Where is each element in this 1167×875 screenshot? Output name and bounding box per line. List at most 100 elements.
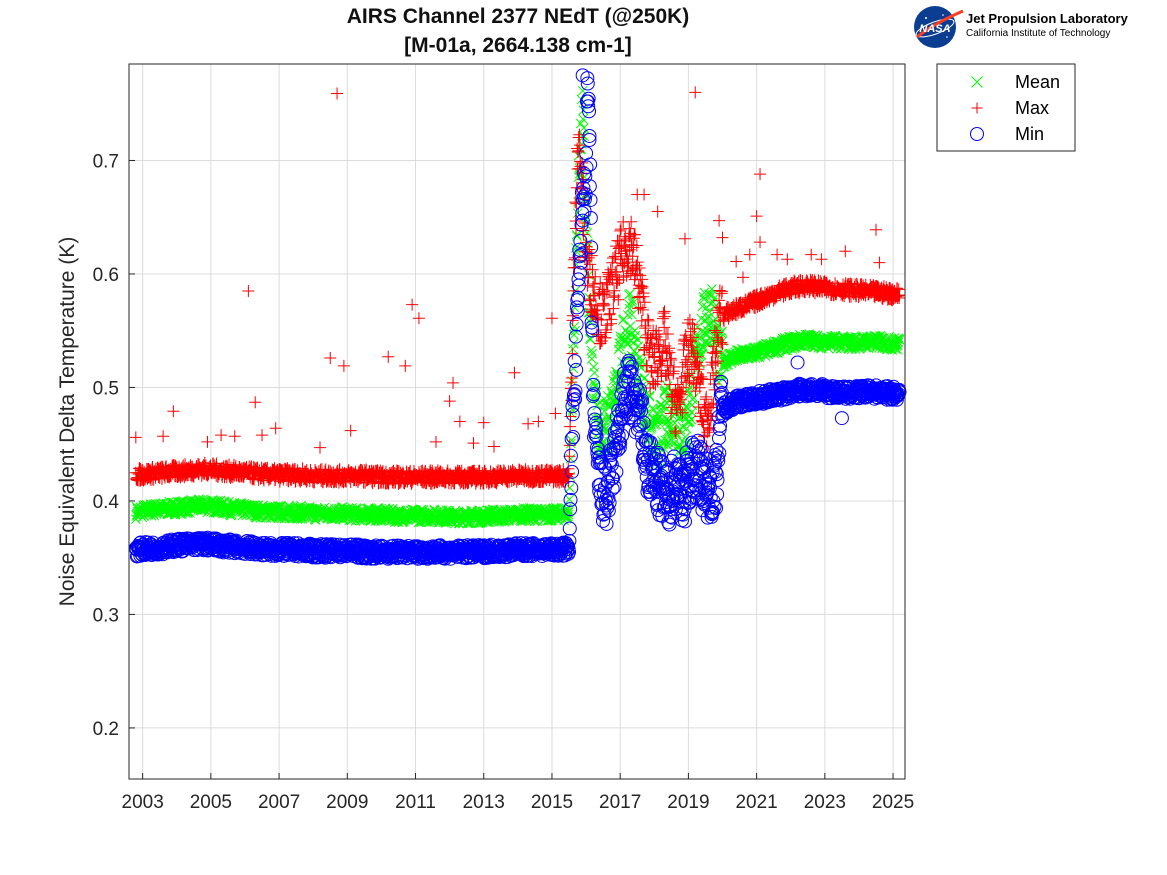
mean-point [564,483,575,493]
max-point [716,231,729,244]
max-point [771,248,784,261]
max-point [331,87,344,100]
max-point [870,223,883,236]
chart-title: AIRS Channel 2377 NEdT (@250K) [M-01a, 2… [130,2,906,60]
max-point [453,415,466,428]
max-point [429,435,442,448]
mean-point [660,396,670,406]
mean-point [586,345,597,356]
mean-point [571,229,582,240]
mean-point [661,414,672,425]
mean-point [625,336,636,346]
max-point [750,210,763,223]
max-point [344,424,357,437]
max-point [508,366,521,379]
jpl-logo: NASA Jet Propulsion Laboratory Californi… [913,5,1163,50]
max-point [839,245,852,258]
max-point [337,359,350,372]
max-point [700,390,713,403]
max-point [256,429,269,442]
mean-point [563,509,574,520]
max-point [736,271,749,284]
max-point [625,215,638,228]
mean-point [655,399,666,410]
max-point [167,405,180,418]
max-point [805,248,818,261]
mean-point [588,393,599,403]
mean-point [622,310,633,320]
max-point [713,214,726,227]
mean-point [564,494,575,505]
max-point [754,236,767,249]
mean-point [661,403,672,414]
mean-point [625,288,635,299]
max-point [873,256,886,269]
mean-point [605,401,616,412]
max-point [443,395,456,408]
mean-point [578,123,589,133]
max-point [157,430,170,443]
max-point [522,417,535,430]
max-point [588,278,601,291]
max-point [129,431,142,444]
mean-point [636,356,647,367]
mean-point [676,446,687,457]
chart-title-line2: [M-01a, 2664.138 cm-1] [404,34,632,57]
max-point [228,430,241,443]
mean-point [639,373,650,383]
max-point [566,347,579,360]
max-series [129,86,906,490]
max-point [269,422,282,435]
max-point [487,440,500,453]
mean-point [716,369,727,380]
max-point [215,429,228,442]
max-point [467,437,480,450]
chart-series [128,68,907,566]
min-series [128,68,907,566]
max-point [406,298,419,311]
max-point [412,312,425,325]
max-point [652,367,665,380]
mean-point [578,114,588,124]
jpl-org-subtitle: California Institute of Technology [966,28,1111,39]
max-point [678,232,691,245]
mean-point [752,352,763,362]
mean-point [622,328,633,338]
max-point [713,284,726,297]
max-point [781,253,794,266]
max-point [532,415,545,428]
max-point [573,139,586,152]
mean-point [681,423,692,434]
max-point [815,253,828,266]
mean-point [633,341,644,351]
mean-point [644,391,655,402]
mean-point [627,309,637,320]
jpl-org-name: Jet Propulsion Laboratory [966,11,1128,26]
mean-point [273,501,284,511]
mean-series [130,85,905,529]
max-point [730,255,743,268]
mean-point [594,397,605,407]
max-point [324,351,337,364]
mean-point [180,508,191,518]
max-point [314,441,327,454]
mean-point [688,393,699,403]
mean-point [587,348,597,359]
max-point [477,416,490,429]
mean-point [627,298,638,308]
mean-point [630,325,640,336]
max-point [658,310,671,323]
max-point [638,188,651,201]
max-point [545,312,558,325]
max-point [201,435,214,448]
max-point [743,248,756,261]
max-point [754,168,767,181]
mean-point [569,321,580,332]
max-point [641,313,654,326]
mean-point [589,367,600,378]
nasa-badge-text: NASA [919,23,950,35]
mean-point [624,303,635,314]
mean-point [577,85,588,96]
mean-point [662,381,673,392]
